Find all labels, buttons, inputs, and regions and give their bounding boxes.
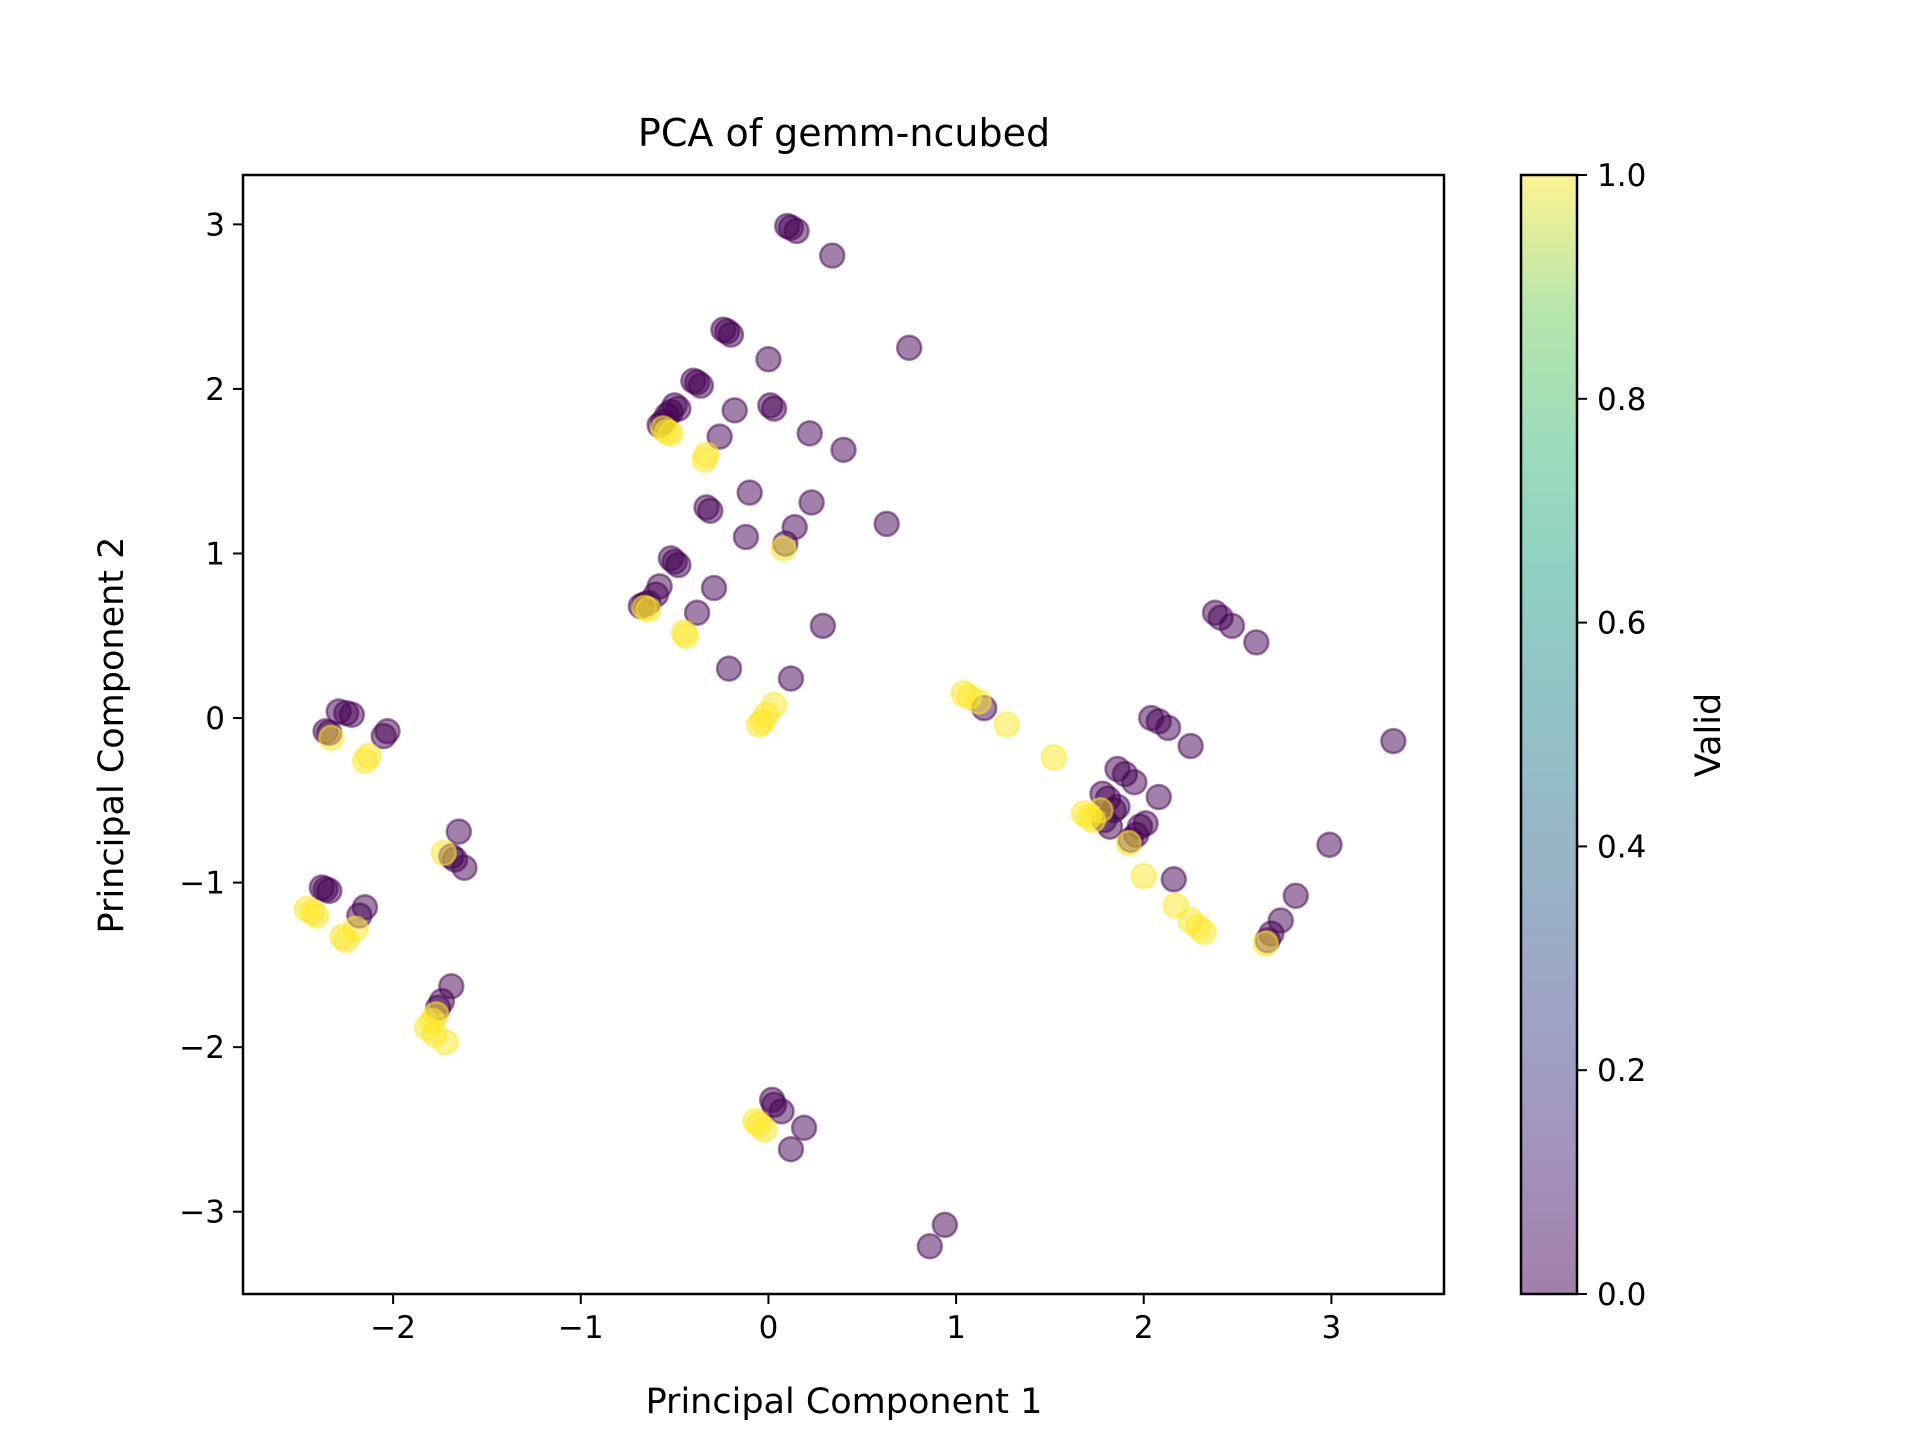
colorbar-tick-label: 0.8 (1597, 382, 1646, 418)
y-tick-label: 3 (205, 207, 225, 243)
scatter-point-invalid (316, 877, 343, 905)
scatter-point-invalid (768, 1098, 795, 1125)
scatter-point-invalid (732, 523, 760, 551)
scatter-point-invalid (873, 510, 900, 538)
scatter-point-invalid (777, 665, 805, 692)
scatter-point-invalid (1316, 831, 1343, 859)
scatter-point-valid (657, 420, 685, 447)
scatter-points (293, 212, 1407, 1260)
colorbar-gradient (1521, 175, 1577, 1294)
x-tick-label: 2 (1134, 1310, 1154, 1346)
scatter-point-invalid (1243, 629, 1270, 656)
scatter-point-invalid (760, 395, 788, 422)
colorbar-tick-label: 0.0 (1597, 1277, 1646, 1313)
y-tick-label: 2 (205, 372, 225, 408)
scatter-point-invalid (1154, 714, 1182, 742)
scatter-point-invalid (783, 217, 810, 245)
scatter-point-valid (302, 902, 330, 929)
y-tick-label: −2 (179, 1030, 225, 1066)
scatter-point-invalid (1121, 768, 1148, 796)
scatter-point-valid (1040, 744, 1067, 771)
scatter-point-invalid (931, 1211, 959, 1239)
scatter-point-valid (965, 688, 992, 715)
scatter-point-invalid (830, 436, 857, 464)
x-axis-label: Principal Component 1 (646, 1382, 1043, 1422)
scatter-point-valid (432, 1028, 459, 1056)
scatter-point-invalid (1380, 727, 1407, 755)
x-axis: −2 −1 0 1 2 3 (370, 1294, 1341, 1346)
scatter-point-invalid (706, 423, 733, 450)
chart-title: PCA of gemm-ncubed (638, 111, 1050, 155)
x-tick-label: −1 (558, 1310, 604, 1346)
scatter-point-invalid (687, 372, 715, 399)
scatter-point-valid (355, 742, 382, 770)
scatter-point-valid (751, 1116, 778, 1143)
scatter-point-invalid (370, 722, 397, 750)
colorbar-tick-label: 0.2 (1597, 1053, 1646, 1089)
scatter-point-invalid (715, 655, 743, 682)
y-axis: −3 −2 −1 0 1 2 3 (179, 207, 243, 1231)
colorbar-frame (1519, 173, 1579, 1296)
scatter-point-valid (342, 915, 369, 942)
scatter-point-valid (1190, 918, 1218, 946)
scatter-point-invalid (916, 1233, 944, 1260)
scatter-point-invalid (1282, 882, 1310, 910)
x-tick-label: −2 (370, 1310, 416, 1346)
scatter-point-valid (1252, 930, 1279, 957)
y-tick-label: 0 (205, 701, 225, 737)
plot-frame (241, 173, 1446, 1296)
colorbar-tick-label: 0.4 (1597, 829, 1646, 865)
scatter-point-invalid (665, 551, 692, 579)
scatter-point-invalid (721, 397, 748, 424)
scatter-point-invalid (445, 818, 473, 845)
y-tick-label: −3 (179, 1195, 225, 1231)
scatter-point-valid (993, 711, 1021, 738)
scatter-point-valid (672, 622, 700, 650)
scatter-point-invalid (809, 612, 837, 640)
scatter-point-invalid (796, 420, 823, 447)
scatter-point-valid (635, 596, 662, 623)
x-tick-label: 0 (759, 1310, 779, 1346)
scatter-point-invalid (790, 1114, 818, 1142)
scatter-point-invalid (818, 242, 846, 269)
scatter-point-invalid (451, 854, 478, 882)
scatter-point-invalid (736, 479, 763, 506)
scatter-point-invalid (717, 321, 745, 348)
scatter-point-invalid (697, 497, 724, 524)
scatter-point-valid (691, 446, 718, 473)
colorbar-tick-label: 1.0 (1597, 158, 1646, 194)
scatter-point-invalid (1160, 866, 1188, 893)
y-axis-label: Principal Component 2 (92, 537, 132, 934)
y-tick-label: 1 (205, 536, 225, 572)
colorbar-axis: 0.0 0.2 0.4 0.6 0.8 1.0 (1577, 158, 1646, 1313)
scatter-point-invalid (798, 489, 825, 516)
scatter-point-invalid (777, 1135, 805, 1163)
scatter-point-invalid (338, 701, 366, 729)
colorbar-label: Valid (1689, 693, 1729, 777)
scatter-point-valid (1115, 829, 1142, 857)
scatter-point-invalid (1145, 783, 1173, 811)
scatter-point-valid (430, 839, 458, 867)
scatter-point-invalid (1218, 612, 1246, 640)
scatter-point-invalid (755, 346, 782, 373)
scatter-point-invalid (895, 334, 923, 362)
scatter-point-valid (760, 691, 788, 719)
x-tick-label: 3 (1322, 1310, 1342, 1346)
scatter-point-valid (770, 535, 797, 562)
scatter-point-valid (1130, 862, 1157, 890)
scatter-point-valid (1087, 796, 1114, 824)
scatter-point-invalid (700, 574, 728, 602)
scatter-point-invalid (1177, 732, 1204, 760)
scatter-point-invalid (683, 599, 711, 626)
scatter-point-valid (317, 724, 345, 752)
colorbar-tick-label: 0.6 (1597, 606, 1646, 642)
y-tick-label: −1 (179, 866, 225, 902)
x-tick-label: 1 (946, 1310, 966, 1346)
